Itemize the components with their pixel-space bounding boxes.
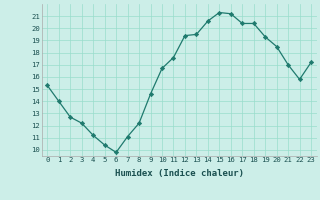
X-axis label: Humidex (Indice chaleur): Humidex (Indice chaleur): [115, 169, 244, 178]
